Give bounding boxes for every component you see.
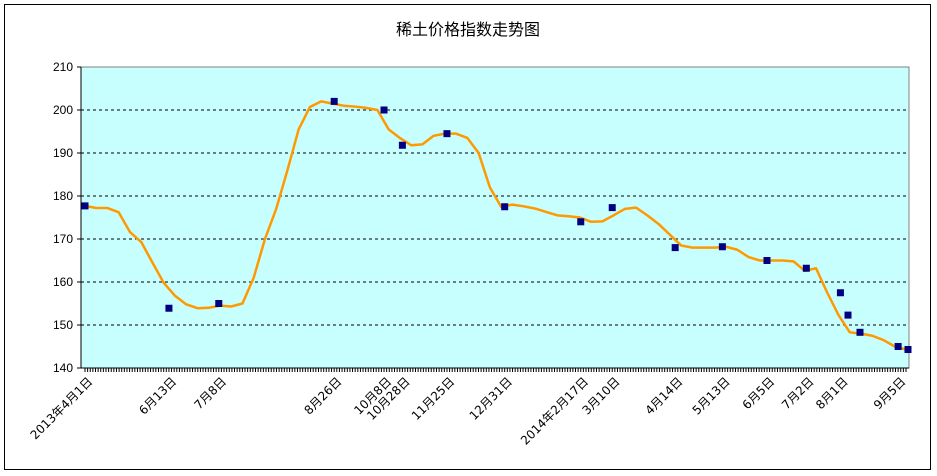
x-tick-label: 5月13日 — [690, 374, 733, 417]
data-point-marker — [844, 311, 852, 319]
x-tick-label: 9月5日 — [871, 374, 909, 412]
data-point-marker — [215, 300, 223, 307]
x-tick-label: 6月13日 — [136, 374, 179, 417]
data-point-marker — [501, 203, 509, 211]
y-tick-label: 210 — [53, 60, 73, 74]
data-point-marker — [894, 343, 902, 350]
y-tick-label: 200 — [53, 103, 73, 117]
y-tick-label: 180 — [53, 189, 73, 203]
data-point-marker — [856, 328, 864, 336]
plot-area — [80, 66, 910, 369]
y-axis-ticks: 140 150 160 170 180 190 200 210 — [53, 60, 82, 375]
x-tick-label: 11月25日 — [409, 374, 457, 422]
data-point-marker — [904, 346, 912, 354]
data-point-marker — [763, 257, 771, 264]
data-point-marker — [398, 141, 406, 149]
x-tick-label: 6月5日 — [740, 374, 778, 412]
x-tick-label: 7月2日 — [779, 374, 817, 412]
chart-frame: 稀土价格指数走势图 140 150 160 170 180 190 200 210 2013年… — [4, 4, 931, 470]
y-tick-label: 160 — [53, 275, 73, 289]
data-point-marker — [802, 264, 810, 272]
y-tick-label: 140 — [53, 361, 73, 375]
x-tick-label: 12月31日 — [467, 374, 515, 422]
data-point-marker — [577, 218, 585, 226]
data-point-marker — [81, 202, 89, 210]
grid-lines — [81, 109, 909, 326]
data-point-marker — [380, 106, 388, 114]
data-point-marker — [608, 204, 616, 212]
x-tick-label: 4月14日 — [642, 374, 685, 417]
chart-svg: 稀土价格指数走势图 140 150 160 170 180 190 200 210 2013年… — [28, 20, 912, 448]
y-tick-label: 170 — [53, 232, 73, 246]
data-point-marker — [165, 304, 173, 312]
data-point-marker — [836, 289, 844, 297]
series-markers — [81, 97, 912, 354]
x-axis-ticks: 2013年4月1日 6月13日 7月8日 8月26日 10月8日10月28日11月25日… — [28, 367, 909, 448]
x-tick-label: 8月1日 — [813, 374, 851, 412]
data-point-marker — [330, 97, 338, 105]
x-tick-label: 8月26日 — [301, 374, 344, 417]
y-tick-label: 150 — [53, 318, 73, 332]
x-tick-label: 2014年2月17日 — [518, 374, 591, 447]
x-tick-label: 7月8日 — [191, 374, 229, 412]
data-point-marker — [443, 130, 451, 138]
chart-title: 稀土价格指数走势图 — [396, 20, 540, 39]
data-point-marker — [671, 244, 679, 252]
y-tick-label: 190 — [53, 146, 73, 160]
x-tick-label: 2013年4月1日 — [28, 374, 96, 442]
data-point-marker — [718, 243, 726, 251]
